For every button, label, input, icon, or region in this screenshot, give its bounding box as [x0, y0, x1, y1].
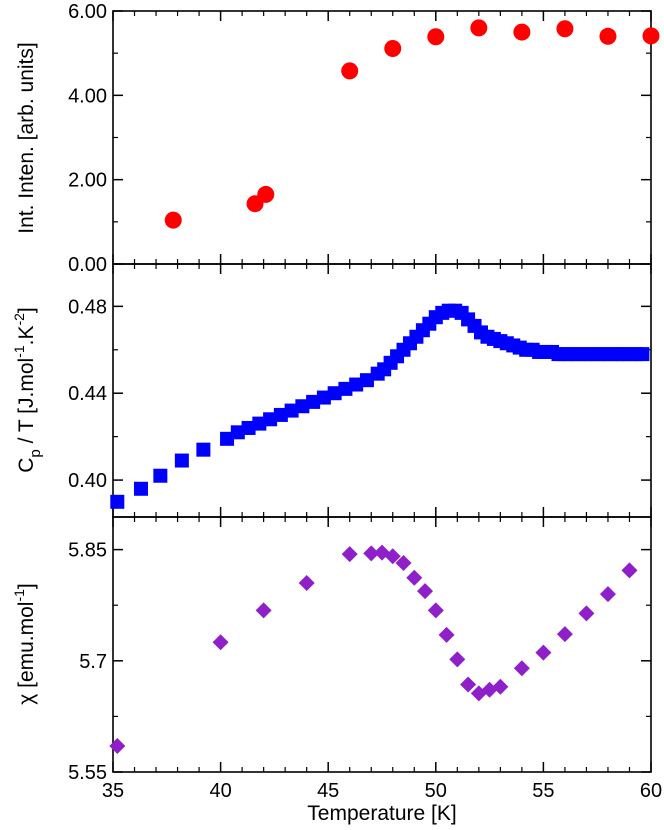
panel-1-data-point	[599, 27, 617, 45]
panel-1-data-point	[427, 28, 445, 46]
panel-3-data-point	[621, 562, 638, 579]
panel-2-data-point	[174, 453, 189, 468]
panel-2-ytick-label: 0.48	[68, 296, 107, 318]
panel-1-data-point	[642, 27, 660, 45]
panel-3-data-point	[556, 626, 573, 643]
x-axis-title: Temperature [K]	[307, 802, 456, 825]
panel-2-data-point	[133, 481, 148, 496]
panel-3-data-point	[417, 583, 434, 600]
xtick-label: 50	[425, 780, 447, 802]
panel-2-data-point	[284, 403, 299, 418]
ylabel-end: ]	[15, 307, 38, 313]
panel-2-data-point	[110, 494, 125, 509]
panel-2-data-point	[196, 442, 211, 457]
panel-3-ytick-label: 5.55	[68, 762, 107, 784]
panel-3-data-point	[406, 569, 423, 586]
ylabel-part2: .K	[15, 326, 38, 346]
panel-3-data-point	[438, 626, 455, 643]
panel-3-data-point	[460, 676, 477, 693]
panel-3-data-point	[395, 554, 412, 571]
panel-1-data-point	[470, 19, 488, 37]
xtick-label: 55	[532, 780, 554, 802]
panel-3-data-point	[492, 678, 509, 695]
panel-3-data-point	[599, 586, 616, 603]
panel-3-data-point	[298, 574, 315, 591]
xtick-label: 40	[209, 780, 231, 802]
panel-2-data-point	[220, 431, 235, 446]
panel-1-ytick-label: 6.00	[68, 1, 107, 23]
panel-1-data-point	[341, 62, 359, 80]
panel-3-ylabel: χ [emu.mol-1]	[11, 583, 38, 705]
panel-2-data-point	[359, 373, 374, 388]
panel-3-data-point	[578, 605, 595, 622]
panel-3-data-point	[427, 602, 444, 619]
panel-2-data-point	[635, 347, 650, 362]
panel-3-data-point	[255, 602, 272, 619]
panel-2-data-point	[306, 394, 321, 409]
ylabel-sup1: -1	[11, 345, 27, 358]
panel-2-ylabel: Cp / T [J.mol-1.K-2]	[11, 307, 44, 473]
panel-2-data-point	[153, 468, 168, 483]
ylabel-part1: / T [J.mol	[15, 358, 38, 449]
panel-2-data-point	[263, 412, 278, 427]
panel-1-data-point	[164, 211, 182, 229]
panel-2-data-point	[230, 425, 245, 440]
panel-3-data-point	[212, 634, 229, 651]
panel-1-ytick-label: 0.00	[68, 254, 107, 276]
ylabel-cp: C	[15, 458, 38, 473]
panel-2-data-point	[327, 386, 342, 401]
panel-3-data-point	[449, 651, 466, 668]
panel-3-data-point	[341, 546, 358, 563]
panel-1-ylabel: Int. Inten. [arb. units]	[15, 42, 38, 233]
panel-2-data-point	[252, 416, 267, 431]
panel-3-data-point	[535, 644, 552, 661]
panel-1-frame	[112, 10, 652, 265]
panel-3-data-point	[109, 738, 126, 755]
panel-2-frame	[112, 263, 652, 518]
panel-2-data-point	[316, 390, 331, 405]
ylabel-sup2: -2	[11, 313, 27, 326]
panel-1-ytick-label: 2.00	[68, 170, 107, 192]
panel-3-ytick-label: 5.85	[68, 540, 107, 562]
panel-2-data-point	[241, 420, 256, 435]
panel-2-ytick-label: 0.40	[68, 470, 107, 492]
panel-2-data-point	[273, 407, 288, 422]
xtick-label: 35	[102, 780, 124, 802]
panel-1-ytick-label: 4.00	[68, 85, 107, 107]
panel-1-data-point	[384, 40, 402, 58]
panel-3-ytick-label: 5.7	[79, 651, 107, 673]
panel-1-data-point	[513, 23, 531, 41]
panel-2-data-point	[349, 377, 364, 392]
xtick-label: 45	[317, 780, 339, 802]
panel-2-data-point	[338, 381, 353, 396]
xtick-label: 60	[640, 780, 662, 802]
panel-3-frame	[112, 516, 652, 773]
panel-3-data-point	[513, 660, 530, 677]
ylabel-chi-end: ]	[15, 583, 38, 589]
panel-2-ytick-label: 0.44	[68, 383, 107, 405]
ylabel-cp-sub: p	[27, 449, 44, 457]
panel-1-data-point	[556, 20, 574, 38]
panel-3-data-point	[363, 545, 380, 562]
ylabel-chi-sup: -1	[11, 589, 27, 602]
ylabel-chi: χ [emu.mol	[15, 602, 38, 705]
panel-3-data-point	[384, 548, 401, 565]
panel-1-data-point	[257, 185, 275, 203]
panel-2-data-point	[295, 399, 310, 414]
